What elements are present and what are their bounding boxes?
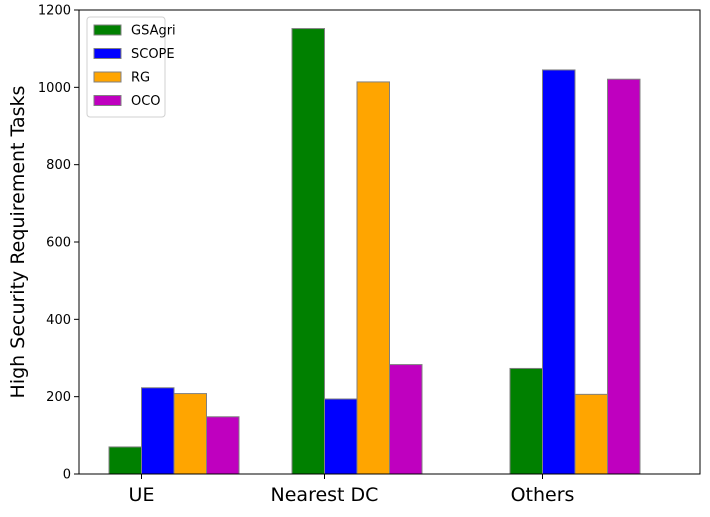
bar-rg-nearest-dc: [356, 81, 390, 475]
bar-oco-ue: [206, 416, 240, 475]
y-tick-label: 1200: [38, 4, 71, 19]
legend-box: [86, 16, 166, 118]
y-tick-label: 400: [46, 313, 71, 328]
bar-oco-nearest-dc: [389, 364, 423, 475]
bar-scope-ue: [141, 387, 175, 475]
bar-scope-nearest-dc: [324, 398, 358, 475]
bar-rg-ue: [173, 393, 207, 475]
y-tick-label: 1000: [38, 81, 71, 96]
legend-swatch-rg: [93, 71, 122, 83]
bar-gsagri-nearest-dc: [291, 28, 325, 475]
legend: GSAgri SCOPE RG OCO: [86, 16, 176, 118]
bar-rg-others: [574, 393, 608, 475]
bar-scope-others: [542, 69, 576, 475]
y-tick-label: 800: [46, 158, 71, 173]
legend-swatch-oco: [93, 95, 122, 106]
y-tick-label: 200: [46, 390, 71, 405]
bar-gsagri-others: [509, 367, 543, 475]
bar-gsagri-ue: [108, 446, 142, 475]
y-axis-label: High Security Requirement Tasks: [7, 86, 29, 399]
legend-swatch-gsagri: [93, 24, 122, 36]
x-tick-label: Others: [511, 484, 575, 506]
legend-label-gsagri: GSAgri: [131, 24, 176, 39]
x-axis: UE Nearest DC Others: [129, 474, 575, 506]
y-tick-label: 0: [63, 468, 71, 483]
legend-swatch-scope: [93, 48, 122, 59]
x-tick-label: Nearest DC: [271, 484, 379, 506]
bars: [108, 28, 641, 475]
legend-label-oco: OCO: [131, 94, 161, 109]
legend-label-rg: RG: [131, 71, 150, 86]
bar-oco-others: [607, 78, 641, 475]
legend-label-scope: SCOPE: [131, 47, 175, 62]
y-tick-label: 600: [46, 236, 71, 251]
x-tick-label: UE: [129, 484, 155, 506]
y-axis: 0 200 400 600 800 1000 1200: [38, 4, 79, 483]
